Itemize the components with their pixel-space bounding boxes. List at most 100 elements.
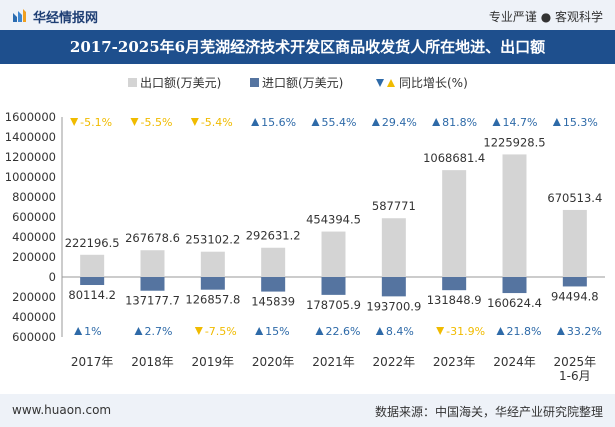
export-growth-up-icon xyxy=(311,118,320,126)
x-tick-label: 1-6月 xyxy=(559,369,591,383)
export-value-label: 292631.2 xyxy=(246,229,301,243)
import-value-label: 137177.7 xyxy=(125,294,180,308)
import-growth-label: 21.8% xyxy=(507,325,542,338)
export-bar xyxy=(502,154,527,277)
export-growth-label: 81.8% xyxy=(442,116,477,129)
legend-down-triangle xyxy=(387,79,395,87)
import-growth-label: -7.5% xyxy=(205,325,237,338)
y-tick-label: 400000 xyxy=(12,310,56,324)
export-growth-label: 15.3% xyxy=(563,116,598,129)
import-value-label: 131848.9 xyxy=(427,293,482,307)
export-bar xyxy=(381,218,406,277)
import-value-label: 126857.8 xyxy=(185,293,240,307)
import-growth-up-icon xyxy=(496,327,505,335)
import-growth-up-icon xyxy=(556,327,565,335)
import-bar xyxy=(261,277,286,292)
export-bar xyxy=(261,247,286,277)
y-tick-label: 800000 xyxy=(12,190,56,204)
title-bar: 2017-2025年6月芜湖经济技术开发区商品收发货人所在地进、出口额 xyxy=(0,30,615,64)
import-growth-up-icon xyxy=(255,327,264,335)
export-growth-down-icon xyxy=(70,118,79,126)
x-tick-label: 2022年 xyxy=(373,355,416,369)
import-bar xyxy=(200,277,225,290)
tagline: 专业严谨 ● 客观科学 xyxy=(488,10,603,24)
footer-source: 数据来源：中国海关，华经产业研究院整理 xyxy=(374,405,603,419)
x-tick-label: 2018年 xyxy=(131,355,174,369)
import-growth-label: 22.6% xyxy=(326,325,361,338)
import-bar xyxy=(140,277,165,291)
legend-label-export: 出口额(万美元) xyxy=(140,76,221,90)
export-bar xyxy=(200,251,225,277)
export-growth-up-icon xyxy=(251,118,260,126)
y-tick-label: 1000000 xyxy=(5,170,56,184)
x-tick-label: 2021年 xyxy=(312,355,355,369)
y-tick-label: 400000 xyxy=(12,230,56,244)
y-tick-label: 1200000 xyxy=(5,150,56,164)
import-bar xyxy=(321,277,346,295)
import-growth-up-icon xyxy=(375,327,384,335)
y-tick-label: 600000 xyxy=(12,330,56,344)
export-growth-label: 55.4% xyxy=(322,116,357,129)
import-bar xyxy=(442,277,467,291)
y-tick-label: 1400000 xyxy=(5,130,56,144)
y-tick-label: 200000 xyxy=(12,250,56,264)
export-bar xyxy=(562,209,587,277)
import-growth-label: 8.4% xyxy=(386,325,414,338)
legend-label-import: 进口额(万美元) xyxy=(262,76,343,90)
x-tick-label: 2023年 xyxy=(433,355,476,369)
chart: 出口额(万美元) 进口额(万美元) 同比增长(%) 1600000 1400000 120… xyxy=(5,76,605,383)
import-value-label: 160624.4 xyxy=(487,296,542,310)
legend-label-growth: 同比增长(%) xyxy=(399,76,468,90)
import-growth-down-icon xyxy=(194,327,203,335)
export-value-label: 1225928.5 xyxy=(483,135,545,149)
export-growth-label: -5.1% xyxy=(80,116,112,129)
export-value-label: 670513.4 xyxy=(547,191,602,205)
export-bar xyxy=(80,254,105,277)
export-growth-up-icon xyxy=(492,118,501,126)
export-value-label: 587771 xyxy=(372,199,416,213)
x-tick-label: 2017年 xyxy=(71,355,114,369)
export-growth-label: 29.4% xyxy=(382,116,417,129)
export-growth-down-icon xyxy=(130,118,139,126)
export-growth-label: 14.7% xyxy=(503,116,538,129)
import-bar xyxy=(562,277,587,287)
export-growth-label: -5.5% xyxy=(141,116,173,129)
import-growth-up-icon xyxy=(134,327,143,335)
import-growth-down-icon xyxy=(436,327,445,335)
legend-swatch-export xyxy=(128,78,137,87)
export-value-label: 454394.5 xyxy=(306,213,361,227)
y-tick-label: 1600000 xyxy=(5,110,56,124)
import-growth-up-icon xyxy=(315,327,324,335)
export-growth-label: -5.4% xyxy=(201,116,233,129)
footer-url[interactable]: www.huaon.com xyxy=(12,403,112,417)
export-value-label: 222196.5 xyxy=(65,236,120,250)
import-bar xyxy=(80,277,105,286)
x-tick-label: 2025年 xyxy=(554,355,597,369)
chart-title: 2017-2025年6月芜湖经济技术开发区商品收发货人所在地进、出口额 xyxy=(69,38,546,56)
import-bar xyxy=(381,277,406,297)
export-growth-up-icon xyxy=(371,118,380,126)
y-tick-label: 200000 xyxy=(12,290,56,304)
footer-bar: www.huaon.com 数据来源：中国海关，华经产业研究院整理 xyxy=(0,394,615,427)
export-bar xyxy=(442,170,467,277)
export-growth-label: 15.6% xyxy=(261,116,296,129)
import-growth-label: -31.9% xyxy=(446,325,485,338)
y-tick-label: 0 xyxy=(49,270,56,284)
x-tick-label: 2020年 xyxy=(252,355,295,369)
import-value-label: 94494.8 xyxy=(551,289,599,303)
x-tick-label: 2024年 xyxy=(493,355,536,369)
import-bar xyxy=(502,277,527,294)
import-value-label: 178705.9 xyxy=(306,298,361,312)
legend-up-triangle xyxy=(376,79,384,87)
y-tick-label: 600000 xyxy=(12,210,56,224)
logo-icon xyxy=(13,9,26,22)
import-growth-label: 2.7% xyxy=(145,325,173,338)
export-growth-up-icon xyxy=(552,118,561,126)
export-growth-down-icon xyxy=(190,118,199,126)
legend-swatch-import xyxy=(250,78,259,87)
export-value-label: 1068681.4 xyxy=(423,151,485,165)
export-value-label: 253102.2 xyxy=(185,233,240,247)
import-value-label: 145839 xyxy=(251,295,295,309)
import-growth-label: 15% xyxy=(265,325,289,338)
export-bar xyxy=(140,250,165,277)
